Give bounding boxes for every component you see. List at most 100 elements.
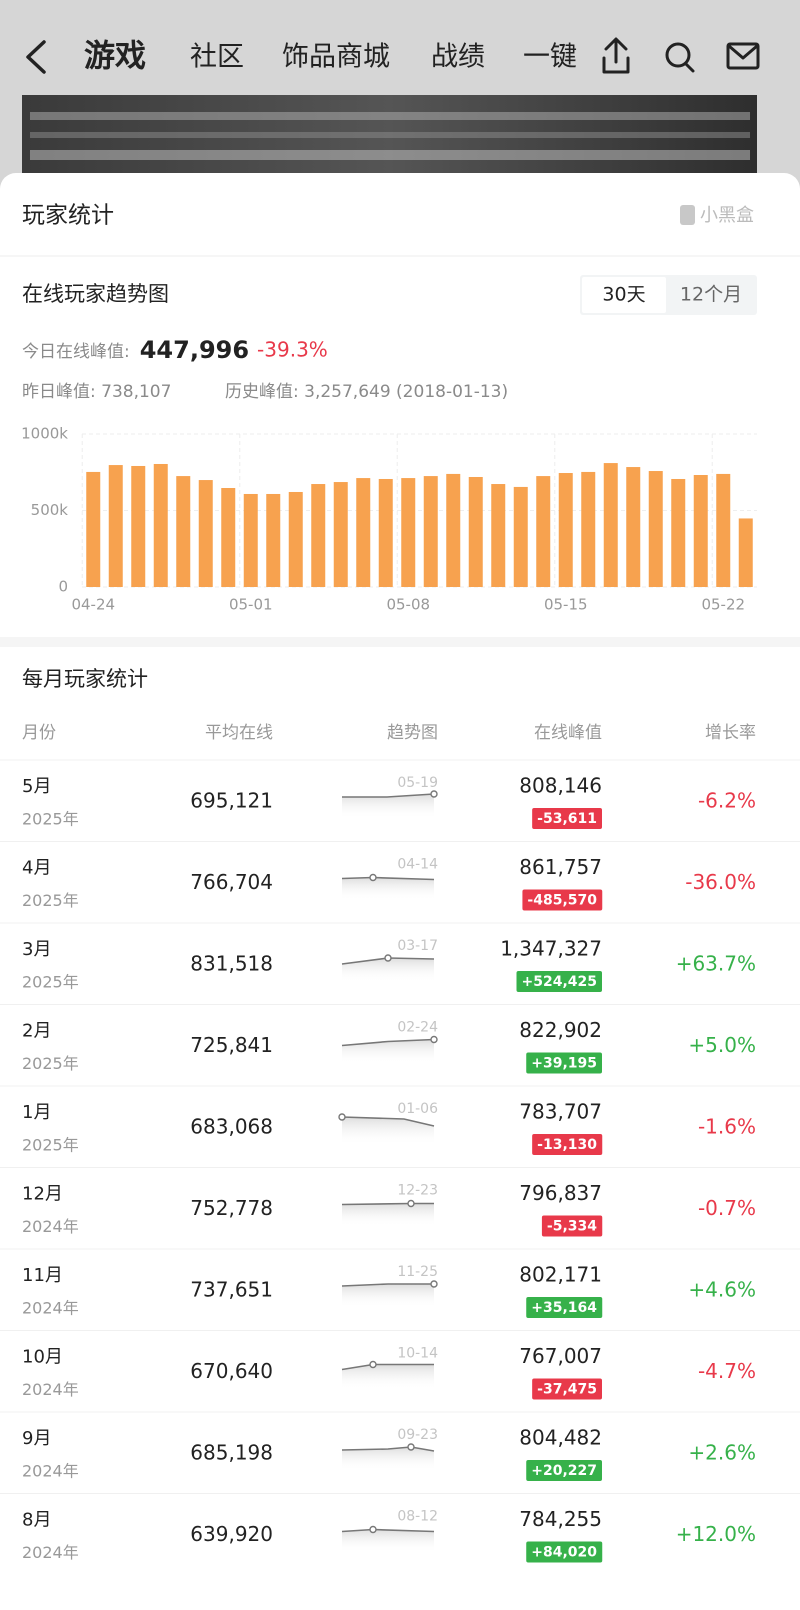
- average-online: 670,640: [190, 1359, 273, 1383]
- peak-online: 1,347,327: [500, 937, 602, 961]
- today-label: 今日在线峰值:: [22, 342, 130, 362]
- peak-date: 02-24: [397, 1020, 438, 1036]
- card-title: 玩家统计: [22, 203, 114, 229]
- sparkline-marker: [430, 1280, 438, 1288]
- y-tick-label: 0: [58, 578, 68, 596]
- growth-rate: +12.0%: [676, 1522, 756, 1546]
- section-gap: [0, 637, 800, 647]
- year: 2024年: [22, 1543, 79, 1562]
- peak-date: 01-06: [397, 1101, 438, 1117]
- sparkline-area: [342, 877, 434, 901]
- bar: [626, 467, 641, 587]
- year: 2025年: [22, 891, 79, 910]
- share-icon[interactable]: [602, 37, 630, 74]
- brand-logo: [680, 205, 695, 225]
- peak-online: 802,171: [519, 1263, 602, 1287]
- bar: [468, 476, 483, 587]
- bar: [536, 476, 551, 587]
- month: 9月: [22, 1428, 51, 1449]
- bar: [581, 471, 596, 587]
- bar: [198, 480, 213, 587]
- peak-online: 796,837: [519, 1181, 602, 1205]
- sparkline-marker: [369, 1525, 377, 1534]
- peak-online: 861,757: [519, 855, 602, 879]
- sparkline: [342, 793, 435, 798]
- tab[interactable]: 12个月: [680, 284, 742, 306]
- sparkline-area: [342, 1039, 434, 1064]
- growth-rate: -4.7%: [698, 1359, 756, 1383]
- year: 2024年: [22, 1380, 79, 1399]
- growth-rate: +2.6%: [688, 1441, 756, 1465]
- year: 2024年: [22, 1462, 79, 1481]
- bar: [333, 482, 348, 587]
- peak-online: 784,255: [519, 1507, 602, 1531]
- peak-change-badge: [532, 1378, 602, 1400]
- peak-online: 804,482: [519, 1426, 602, 1450]
- peak-date: 03-17: [397, 938, 438, 954]
- search-icon[interactable]: [665, 42, 695, 73]
- x-tick-label: 05-08: [386, 596, 430, 614]
- peak-online: 783,707: [519, 1100, 602, 1124]
- sparkline-marker: [384, 954, 392, 962]
- bar: [401, 478, 416, 587]
- nav-title[interactable]: 游戏: [84, 39, 146, 75]
- peak-change: -485,570: [527, 893, 597, 909]
- column-header: 月份: [22, 723, 56, 743]
- bar: [513, 486, 528, 587]
- sparkline-area: [342, 1117, 434, 1145]
- bar: [288, 491, 303, 587]
- history-peak: 历史峰值: 3,257,649 (2018-01-13): [225, 382, 508, 402]
- bar: [716, 473, 731, 587]
- peak-online: 822,902: [519, 1018, 602, 1042]
- bar: [356, 478, 371, 587]
- month: 5月: [22, 776, 51, 797]
- bar: [693, 475, 708, 587]
- bar: [311, 484, 326, 587]
- tab-active[interactable]: [582, 277, 666, 313]
- bar: [671, 478, 686, 587]
- peak-change-badge: [522, 889, 603, 911]
- today-change: -39.3%: [257, 338, 328, 362]
- growth-rate: +4.6%: [688, 1278, 756, 1302]
- back-icon[interactable]: [26, 40, 46, 74]
- peak-change-badge: [526, 1297, 603, 1318]
- peak-date: 10-14: [397, 1346, 438, 1362]
- year: 2025年: [22, 1136, 79, 1155]
- sparkline-marker: [430, 790, 438, 798]
- peak-date: 04-14: [397, 857, 438, 873]
- average-online: 695,121: [190, 789, 273, 813]
- bar: [491, 484, 506, 587]
- peak-online: 808,146: [519, 774, 602, 798]
- column-header: 在线峰值: [534, 723, 602, 743]
- month: 12月: [22, 1184, 63, 1205]
- month: 2月: [22, 1021, 51, 1042]
- nav-tab[interactable]: 社区: [190, 42, 244, 73]
- peak-change: -13,130: [537, 1137, 597, 1153]
- sparkline: [341, 1038, 435, 1047]
- bar: [558, 473, 573, 587]
- nav-tab[interactable]: 饰品商城: [282, 42, 390, 73]
- peak-online: 767,007: [519, 1344, 602, 1368]
- average-online: 831,518: [190, 952, 273, 976]
- sparkline: [341, 1283, 434, 1287]
- nav-tab[interactable]: 一键: [523, 42, 577, 73]
- year: 2024年: [22, 1299, 79, 1318]
- x-tick-label: 05-22: [701, 596, 745, 614]
- sparkline-marker: [407, 1199, 415, 1208]
- peak-change: +35,164: [531, 1300, 597, 1316]
- bar: [446, 473, 461, 587]
- peak-change: +39,195: [531, 1056, 597, 1072]
- peak-change: +84,020: [531, 1545, 597, 1561]
- average-online: 752,778: [190, 1196, 273, 1220]
- tab[interactable]: 30天: [602, 284, 645, 306]
- bar: [603, 463, 618, 587]
- x-tick-label: 05-01: [229, 596, 273, 614]
- peak-change: -37,475: [537, 1382, 597, 1398]
- month: 3月: [22, 939, 51, 960]
- bar: [108, 465, 123, 587]
- sparkline-area: [342, 1284, 434, 1308]
- nav-tab[interactable]: 战绩: [431, 42, 485, 73]
- column-header: 增长率: [705, 723, 756, 743]
- mail-icon[interactable]: [726, 42, 760, 70]
